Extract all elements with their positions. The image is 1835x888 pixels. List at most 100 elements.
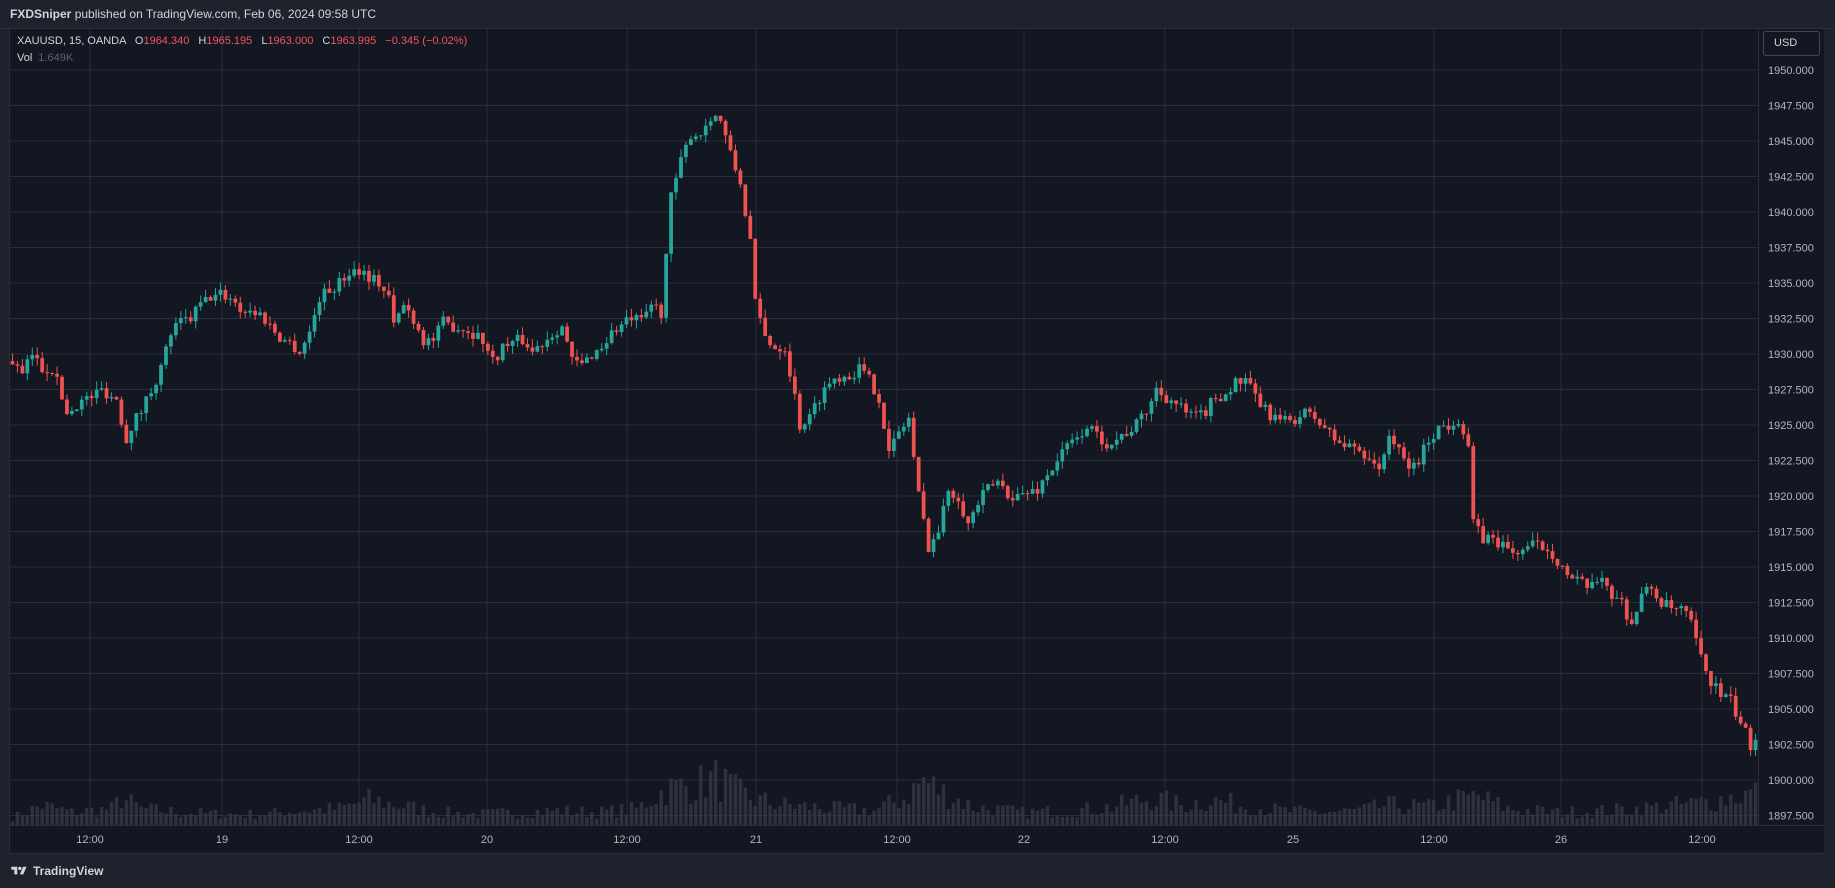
candle-body (530, 347, 535, 352)
tradingview-logo[interactable]: TradingView (10, 864, 103, 878)
volume-bar (713, 759, 718, 825)
volume-bar (1441, 809, 1446, 825)
candle-body (1218, 398, 1223, 402)
volume-bar (500, 808, 505, 825)
volume-bar (114, 796, 119, 825)
volume-bar (842, 807, 847, 825)
candle-body (1342, 443, 1347, 448)
volume-bar (956, 798, 961, 825)
volume-bar (793, 808, 797, 825)
volume-bar (708, 771, 713, 825)
volume-bar (1189, 809, 1193, 825)
volume-bar (99, 806, 104, 825)
candle-body (1307, 408, 1312, 412)
volume-bar (35, 806, 39, 825)
published-text: published on TradingView.com, Feb 06, 20… (74, 7, 376, 21)
volume-bar (1303, 807, 1307, 825)
x-tick-label: 12:00 (1420, 834, 1448, 846)
candle-body (991, 484, 995, 486)
volume-bar (367, 788, 371, 825)
change-value: −0.345 (−0.02%) (385, 35, 468, 47)
volume-label[interactable]: Vol (17, 52, 33, 64)
volume-bar (540, 814, 545, 825)
volume-bar (1724, 805, 1728, 825)
candle-body (124, 424, 129, 444)
volume-bar (362, 796, 366, 825)
candle-body (1169, 400, 1174, 403)
candle-body (292, 340, 297, 353)
volume-bar (575, 813, 579, 825)
volume-bar (292, 814, 297, 825)
candle-body (1605, 577, 1609, 586)
volume-bar (1129, 798, 1134, 825)
candle-body (20, 365, 25, 374)
candle-body (1580, 576, 1585, 579)
volume-bar (1144, 801, 1149, 825)
candle-body (1352, 443, 1357, 447)
candle-body (1714, 683, 1718, 687)
candle-body (1337, 440, 1342, 444)
publisher-name[interactable]: FXDSniper (10, 7, 72, 21)
volume-bar (877, 807, 881, 825)
candle-body (684, 144, 688, 157)
open-label: O (134, 35, 144, 47)
volume-bar (1714, 811, 1718, 825)
candle-body (1441, 425, 1446, 427)
volume-bar (1313, 811, 1317, 825)
candle-body (94, 389, 99, 399)
volume-bar (1664, 809, 1669, 825)
candle-body (1535, 540, 1540, 542)
candle-body (1644, 586, 1649, 594)
volume-bar (1620, 806, 1624, 825)
candle-body (1377, 463, 1382, 470)
candle-body (273, 323, 277, 333)
publisher-line: FXDSniper published on TradingView.com, … (10, 7, 376, 21)
volume-bar (619, 804, 624, 825)
candle-body (164, 346, 168, 365)
volume-bar (530, 818, 535, 825)
candle-body (1213, 398, 1218, 400)
candle-body (882, 402, 886, 429)
volume-bar (30, 805, 35, 825)
candle-body (1174, 400, 1179, 404)
volume-bar (317, 807, 322, 825)
candle-body (555, 335, 560, 338)
volume-bar (1595, 808, 1599, 825)
volume-bar (718, 801, 723, 825)
symbol-label[interactable]: XAUUSD, 15, OANDA (17, 35, 126, 47)
candle-body (892, 438, 896, 451)
volume-bar (679, 778, 683, 825)
volume-bar (1694, 799, 1698, 825)
volume-bar (1040, 808, 1045, 825)
candle-body (733, 150, 738, 171)
volume-bar (590, 812, 594, 825)
candle-body (1134, 419, 1139, 432)
volume-bar (1204, 810, 1208, 825)
volume-bar (164, 813, 168, 825)
volume-bar (263, 815, 267, 825)
volume-bar (307, 812, 312, 825)
volume-bar (1377, 808, 1381, 825)
volume-bar (1471, 791, 1476, 825)
volume-bar (332, 809, 337, 825)
ohlc-legend: XAUUSD, 15, OANDA O1964.340 H1965.195 L1… (17, 35, 467, 47)
candle-body (99, 388, 104, 390)
currency-button[interactable]: USD (1763, 31, 1820, 56)
candle-body (669, 192, 673, 254)
volume-bar (1124, 805, 1129, 825)
candle-body (718, 115, 723, 121)
volume-bar (768, 804, 772, 825)
volume-bar (847, 803, 852, 825)
volume-bar (451, 816, 455, 825)
volume-bar (124, 800, 129, 825)
volume-bar (1090, 813, 1094, 825)
candle-body (119, 399, 124, 425)
volume-bar (1372, 799, 1376, 825)
volume-bar (15, 811, 20, 825)
candle-body (451, 322, 456, 332)
volume-bar (1085, 802, 1089, 825)
candle-body (396, 313, 401, 323)
candle-body (1317, 418, 1322, 426)
volume-bar (852, 803, 857, 825)
